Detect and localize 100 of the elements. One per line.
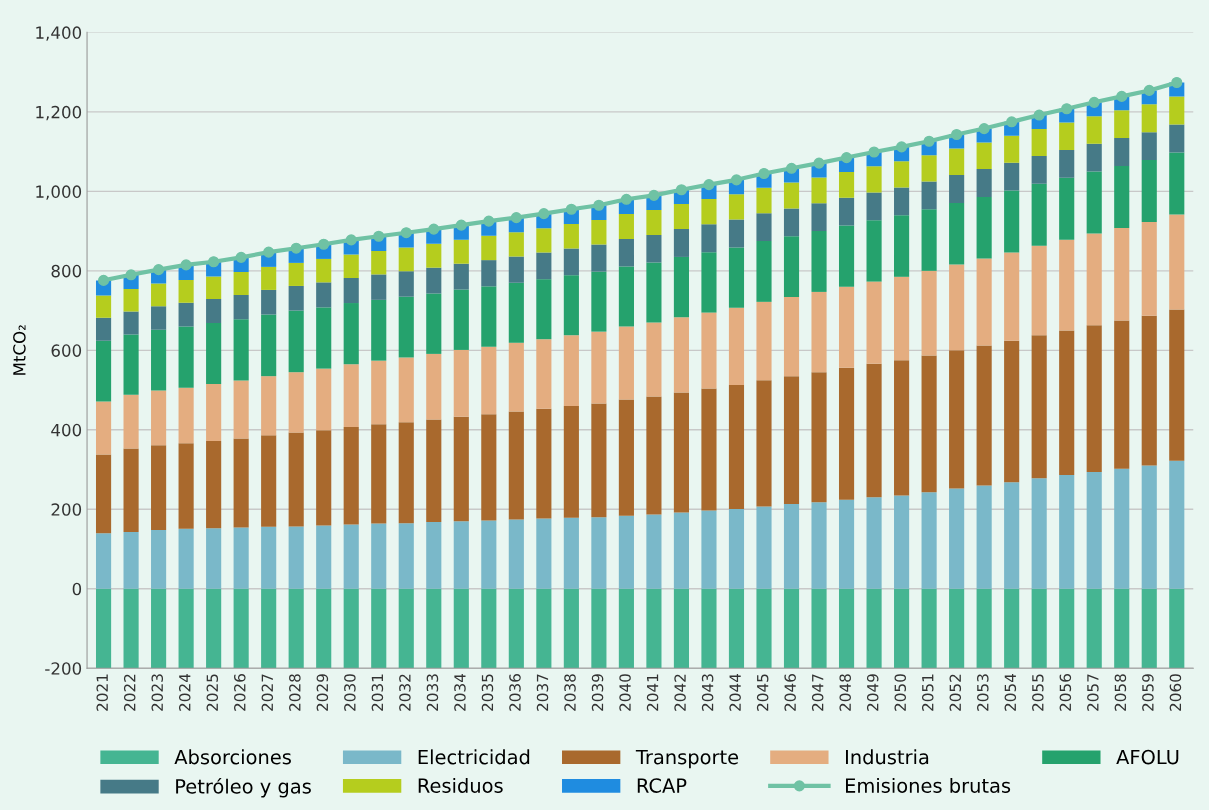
bar <box>921 209 937 271</box>
bar <box>1059 588 1075 669</box>
x-tick-label: 2054 <box>1004 673 1017 711</box>
bar <box>756 380 772 507</box>
point <box>1143 84 1155 96</box>
bar <box>618 266 634 327</box>
bar <box>1004 162 1020 191</box>
bar <box>728 219 745 248</box>
legend-label: Residuos <box>418 777 503 793</box>
point <box>785 162 798 174</box>
bar <box>151 306 167 330</box>
bar <box>976 258 992 346</box>
bar <box>976 588 992 669</box>
x-tick-label: 2036 <box>509 674 521 711</box>
point <box>263 246 275 258</box>
bar <box>976 196 992 259</box>
bar <box>398 422 414 524</box>
x-tick-label: 2023 <box>151 674 164 711</box>
bar <box>1031 128 1047 156</box>
y-tick-label: 200 <box>51 503 82 516</box>
bar <box>1004 135 1020 163</box>
bar <box>316 588 332 669</box>
bar <box>343 364 359 428</box>
bar <box>1141 315 1157 466</box>
y-tick-label: 1,400 <box>36 26 82 41</box>
bar <box>1141 159 1157 222</box>
bar <box>508 256 524 283</box>
bar <box>288 526 304 589</box>
bar <box>646 396 662 515</box>
x-tick-label: 2037 <box>536 674 549 711</box>
bar <box>95 295 112 318</box>
bar <box>701 510 717 589</box>
bar <box>866 497 882 589</box>
x-tick-label: 2024 <box>178 673 191 711</box>
bar <box>123 531 139 589</box>
y-tick-label: 1,200 <box>36 105 82 121</box>
bar <box>481 260 497 287</box>
bar <box>233 295 249 320</box>
bar <box>1169 152 1185 215</box>
bar <box>591 331 607 404</box>
point <box>868 146 880 158</box>
bar <box>288 285 304 311</box>
x-tick-label: 2040 <box>619 674 631 711</box>
bar <box>1169 588 1185 669</box>
bar <box>949 148 965 176</box>
bar <box>728 194 745 220</box>
bar <box>646 210 662 236</box>
point <box>455 219 467 231</box>
point <box>318 238 330 250</box>
point <box>730 174 743 186</box>
bar <box>701 588 717 669</box>
bar <box>481 346 497 415</box>
y-tick-label: 400 <box>51 423 82 437</box>
x-tick-label: 2035 <box>481 674 494 711</box>
x-tick-label: 2026 <box>234 674 246 711</box>
x-tick-label: 2045 <box>756 674 769 711</box>
legend-label: AFOLU <box>1116 749 1179 765</box>
bar <box>398 523 414 589</box>
bar <box>481 414 497 521</box>
bar <box>371 360 387 425</box>
bar <box>1114 165 1130 228</box>
bar <box>1059 239 1075 331</box>
bar <box>949 175 965 203</box>
bar <box>949 488 965 589</box>
bar <box>1169 460 1185 589</box>
bar <box>178 302 194 327</box>
bar <box>206 528 222 589</box>
point <box>565 203 577 215</box>
bar <box>866 281 882 364</box>
bar <box>95 588 112 669</box>
bar <box>288 262 304 286</box>
bar <box>453 263 469 290</box>
bar <box>673 392 690 513</box>
bar <box>1004 190 1020 253</box>
point <box>373 230 385 242</box>
point <box>428 223 440 235</box>
legend-label: Industria <box>846 749 929 765</box>
bar <box>316 307 332 369</box>
bar <box>1141 132 1157 160</box>
bar <box>426 353 442 420</box>
bar <box>811 291 827 373</box>
bar <box>1114 320 1130 469</box>
bar <box>123 289 139 312</box>
bar <box>1031 183 1047 246</box>
bar <box>976 485 992 589</box>
bar <box>811 372 827 503</box>
x-tick-label: 2030 <box>344 674 356 711</box>
x-tick-label: 2031 <box>371 674 384 711</box>
point <box>1061 103 1073 115</box>
bar <box>206 276 222 300</box>
bar <box>921 155 937 182</box>
point <box>978 123 990 135</box>
bar <box>398 247 414 272</box>
bar <box>894 588 910 669</box>
bar <box>1031 588 1047 669</box>
bar <box>343 278 359 304</box>
x-tick-label: 2049 <box>866 674 879 711</box>
bar <box>783 208 800 237</box>
bar <box>426 522 442 589</box>
x-tick-label: 2039 <box>591 674 604 711</box>
